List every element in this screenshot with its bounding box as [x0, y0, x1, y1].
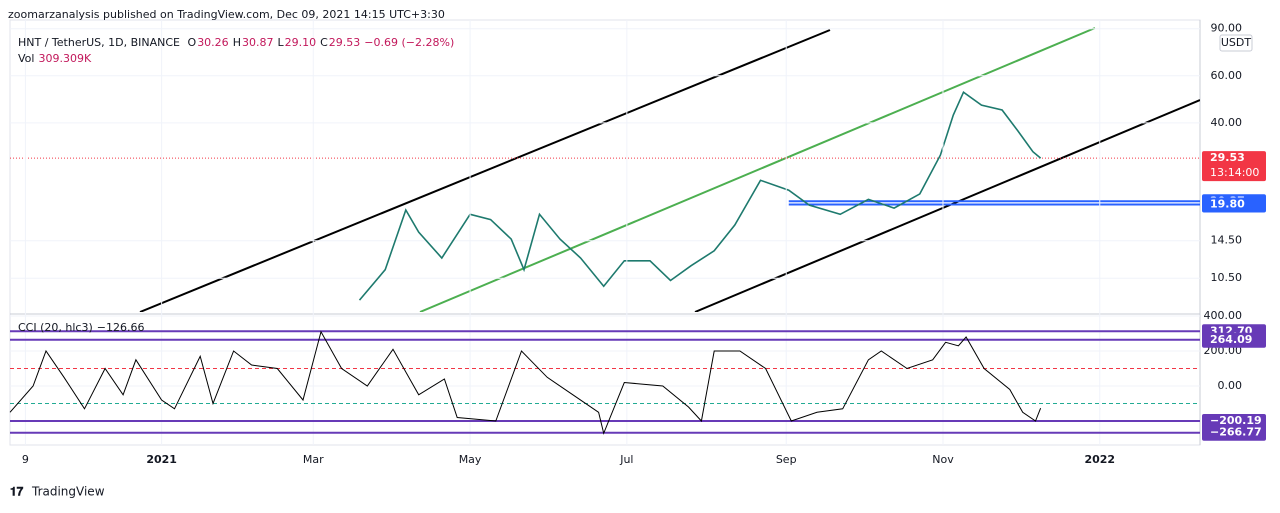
- ohlc-text: 29.10: [284, 36, 317, 49]
- level-badge: [1202, 197, 1266, 213]
- symbol: HNT / TetherUS, 1D, BINANCE: [18, 36, 181, 49]
- level-label: 264.09: [1210, 333, 1252, 346]
- series-line: [358, 90, 1042, 301]
- y-tick-label: 40.00: [1211, 116, 1243, 129]
- ohlc-text: 30.87: [241, 36, 274, 49]
- vol-value: 309.309K: [38, 52, 92, 65]
- y-tick-label: 14.50: [1211, 234, 1243, 247]
- ohlc-text: 30.26: [197, 36, 229, 49]
- x-tick-label: Jul: [619, 453, 633, 466]
- x-tick-label: 9: [22, 453, 29, 466]
- x-tick-label: Nov: [932, 453, 954, 466]
- ohlc-key: C: [320, 36, 328, 49]
- brand-logo: 𝟏𝟕: [10, 485, 24, 499]
- trend-line: [139, 29, 831, 312]
- vol-key: Vol: [18, 52, 35, 65]
- x-tick-label: Mar: [303, 453, 324, 466]
- channels: [139, 27, 1200, 312]
- level-label: 29.53: [1210, 151, 1245, 164]
- y-tick-label: 0.00: [1218, 379, 1243, 392]
- change: −0.69 (−2.28%): [364, 36, 455, 49]
- level-label: −266.77: [1210, 426, 1262, 439]
- currency: USDT: [1221, 36, 1252, 49]
- cci-title: CCI (20, hlc3): [18, 321, 93, 334]
- brand: TradingView: [31, 485, 105, 499]
- trend-line: [694, 99, 1200, 312]
- currency-badge[interactable]: [1219, 34, 1253, 52]
- publisher: zoomarzanalysis published on TradingView…: [8, 8, 445, 21]
- x-tick-label: 2021: [146, 453, 177, 466]
- series-line: [9, 330, 1042, 435]
- countdown: 13:14:00: [1210, 166, 1259, 179]
- trend-line: [419, 27, 1096, 312]
- level-badge: [1202, 425, 1266, 441]
- cci-legend: CCI (20, hlc3) −126.66: [18, 321, 148, 334]
- level-label: −200.19: [1210, 414, 1262, 427]
- ohlc-text: 29.53: [328, 36, 361, 49]
- level-badge: [1202, 151, 1266, 182]
- legend: HNT / TetherUS, 1D, BINANCE O30.26 H30.87…: [18, 36, 458, 49]
- ohlc-key: O: [187, 36, 197, 49]
- y-tick-label: 90.00: [1211, 22, 1243, 35]
- ohlc-key: H: [232, 36, 241, 49]
- ohlc-key: L: [277, 36, 284, 49]
- y-tick-label: 400.00: [1204, 309, 1243, 322]
- cci-last: −126.66: [96, 321, 145, 334]
- level-badge: [1202, 414, 1266, 430]
- level-label: 19.80: [1210, 198, 1245, 211]
- level-badge: [1202, 332, 1266, 348]
- y-tick-label: 60.00: [1211, 69, 1243, 82]
- x-tick-label: Sep: [776, 453, 797, 466]
- x-tick-label: 2022: [1084, 453, 1115, 466]
- x-tick-label: May: [459, 453, 482, 466]
- y-tick-label: 10.50: [1211, 271, 1243, 284]
- volume: Vol 309.309K: [18, 52, 95, 65]
